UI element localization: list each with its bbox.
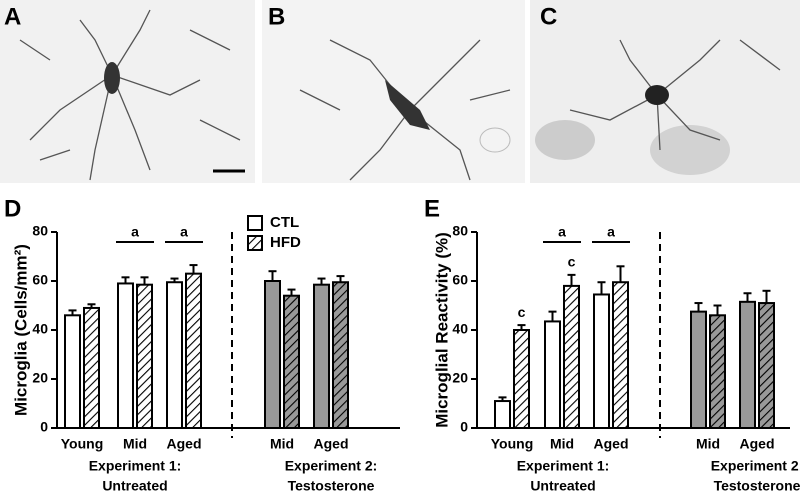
y-tick-label: 80 bbox=[32, 223, 48, 239]
group-label: Testosterone bbox=[288, 478, 375, 494]
bar bbox=[313, 283, 330, 429]
micrograph-c bbox=[530, 0, 800, 183]
micrograph-a bbox=[0, 0, 255, 183]
bar bbox=[117, 282, 134, 430]
bar bbox=[593, 293, 610, 429]
bar bbox=[709, 314, 726, 429]
bar bbox=[83, 306, 100, 430]
bar bbox=[64, 314, 81, 429]
panel-label: E bbox=[424, 195, 440, 222]
legend-label: HFD bbox=[270, 234, 301, 251]
annotation: a bbox=[180, 224, 188, 240]
x-tick-label: Mid bbox=[550, 436, 574, 452]
bar bbox=[690, 310, 707, 429]
bar bbox=[513, 329, 530, 429]
y-axis-label: Microglia (Cells/mm²) bbox=[11, 244, 30, 416]
y-tick-label: 40 bbox=[452, 321, 468, 337]
micrograph-b bbox=[262, 0, 525, 183]
bar bbox=[166, 281, 183, 429]
x-tick-label: Mid bbox=[123, 436, 147, 452]
group-label: Experiment 1: bbox=[517, 458, 610, 474]
group-label: Experiment 2: bbox=[711, 458, 800, 474]
legend-label: CTL bbox=[270, 214, 299, 231]
bar bbox=[264, 280, 281, 429]
bar bbox=[494, 400, 511, 429]
group-label: Experiment 1: bbox=[89, 458, 182, 474]
panel-label: B bbox=[268, 3, 285, 30]
annotation: a bbox=[131, 224, 139, 240]
panel-label: C bbox=[540, 3, 557, 30]
x-tick-label: Mid bbox=[270, 436, 294, 452]
legend-swatch bbox=[247, 215, 263, 231]
x-tick-label: Mid bbox=[696, 436, 720, 452]
x-tick-label: Aged bbox=[167, 436, 202, 452]
annotation: a bbox=[558, 224, 566, 240]
panel-label: D bbox=[4, 195, 21, 222]
annotation: c bbox=[568, 254, 576, 270]
legend-swatch bbox=[247, 235, 263, 251]
y-tick-label: 80 bbox=[452, 223, 468, 239]
panel-label: A bbox=[4, 3, 21, 30]
y-tick-label: 0 bbox=[40, 419, 48, 435]
bar bbox=[563, 284, 580, 429]
bar bbox=[332, 281, 349, 429]
bar bbox=[739, 300, 756, 430]
bar bbox=[612, 281, 629, 429]
bar bbox=[136, 283, 153, 429]
annotation: a bbox=[607, 224, 615, 240]
group-label: Testosterone bbox=[714, 478, 800, 494]
y-axis-label: Microglial Reactivity (%) bbox=[432, 232, 451, 428]
y-tick-label: 20 bbox=[32, 370, 48, 386]
y-tick-label: 40 bbox=[32, 321, 48, 337]
group-label: Untreated bbox=[530, 478, 595, 494]
bar bbox=[283, 294, 300, 430]
x-tick-label: Aged bbox=[314, 436, 349, 452]
x-tick-label: Young bbox=[491, 436, 534, 452]
bar bbox=[544, 320, 561, 429]
bar bbox=[185, 272, 202, 429]
group-label: Untreated bbox=[102, 478, 167, 494]
y-tick-label: 20 bbox=[452, 370, 468, 386]
y-tick-label: 60 bbox=[452, 272, 468, 288]
x-tick-label: Young bbox=[61, 436, 104, 452]
bar bbox=[758, 302, 775, 429]
x-tick-label: Aged bbox=[594, 436, 629, 452]
group-label: Experiment 2: bbox=[285, 458, 378, 474]
y-tick-label: 0 bbox=[460, 419, 468, 435]
annotation: c bbox=[518, 304, 526, 320]
x-tick-label: Aged bbox=[740, 436, 775, 452]
y-tick-label: 60 bbox=[32, 272, 48, 288]
